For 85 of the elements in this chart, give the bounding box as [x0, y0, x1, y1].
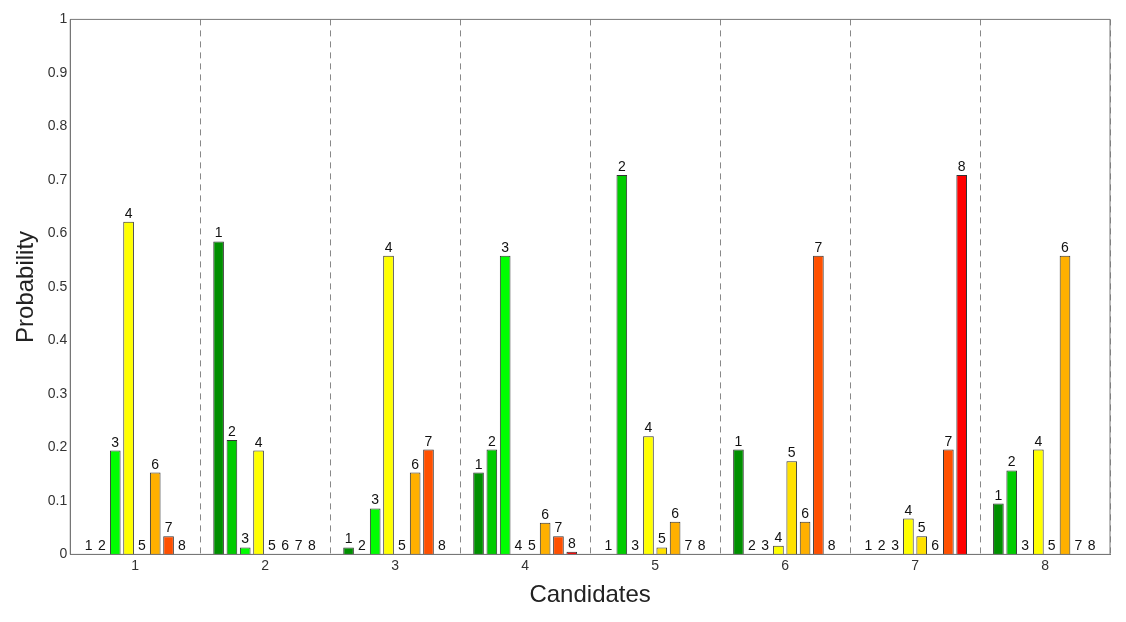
category-label: 7 — [294, 537, 303, 554]
series-label: 3 — [111, 433, 120, 450]
category-label: 7 — [424, 432, 433, 449]
y-tick-label: 0.3 — [47, 384, 68, 401]
category-label: 3 — [371, 491, 380, 508]
series-label: 5 — [657, 530, 666, 547]
category-label: 5 — [917, 519, 926, 536]
x-tick-label: 2 — [261, 556, 270, 573]
text: 5 — [138, 537, 146, 554]
y-tick-label: 0.7 — [47, 170, 68, 187]
series-label: 7 — [164, 519, 173, 536]
category-label: 6 — [541, 505, 550, 522]
y-tick-label: 0.2 — [47, 438, 68, 455]
category-label: 4 — [254, 433, 263, 450]
x-axis-title: Candidates — [529, 580, 651, 608]
x-tick-label: 5 — [651, 556, 660, 573]
category-label: 5 — [397, 537, 406, 554]
x-tick-label: 3 — [391, 556, 400, 573]
category-label: 2 — [1007, 453, 1016, 470]
category-label: 4 — [904, 501, 913, 518]
x-tick-label: 6 — [781, 556, 790, 573]
category-label: 1 — [864, 537, 873, 554]
category-label: 3 — [501, 238, 510, 255]
category-label: 6 — [931, 537, 939, 554]
y-axis-title: Probability — [11, 230, 39, 343]
category-label: 1 — [84, 537, 93, 554]
category-label: 8 — [697, 537, 706, 554]
category-label: 4 — [384, 238, 393, 255]
y-tick-label: 0.1 — [47, 491, 68, 508]
text: 2 — [98, 537, 106, 554]
y-tick-label: 0.4 — [47, 331, 68, 348]
category-label: 6 — [411, 455, 420, 472]
category-label: 4 — [644, 419, 653, 436]
category-label: 3 — [1021, 537, 1029, 554]
category-label: 5 — [527, 537, 536, 554]
category-label: 2 — [487, 432, 496, 449]
category-label: 2 — [747, 537, 756, 554]
category-label: 5 — [267, 537, 276, 554]
category-label: 8 — [567, 534, 576, 551]
x-tick-label: 1 — [131, 556, 140, 573]
category-label: 3 — [761, 537, 769, 554]
series-label: 2 — [228, 422, 237, 439]
category-label: 8 — [437, 537, 446, 554]
x-tick-label: 8 — [1041, 556, 1050, 573]
text: 8 — [177, 537, 186, 554]
category-label: 4 — [1034, 432, 1043, 449]
category-label: 6 — [281, 537, 290, 554]
y-tick-label: 0.5 — [47, 277, 68, 294]
category-label: 2 — [357, 537, 366, 554]
category-label: 1 — [474, 455, 483, 472]
category-label: 8 — [1087, 537, 1096, 554]
category-label: 8 — [307, 537, 316, 554]
x-tick-label: 4 — [521, 556, 530, 573]
category-label: 1 — [344, 530, 353, 547]
category-label: 3 — [241, 530, 250, 547]
category-label: 5 — [787, 444, 796, 461]
category-label: 8 — [827, 537, 836, 554]
category-label: 7 — [554, 519, 563, 536]
y-tick-label: 0.9 — [47, 63, 68, 80]
y-tick-label: 0 — [59, 545, 68, 562]
category-label: 3 — [891, 537, 899, 554]
category-label: 2 — [617, 158, 626, 175]
series-label: 6 — [151, 455, 160, 472]
category-label: 5 — [1047, 537, 1056, 554]
category-label: 1 — [604, 537, 613, 554]
series-label: 4 — [124, 204, 133, 221]
category-label: 7 — [944, 432, 953, 449]
category-label: 7 — [684, 537, 693, 554]
category-label: 4 — [514, 537, 523, 554]
category-label: 1 — [734, 432, 743, 449]
category-label: 7 — [1074, 537, 1083, 554]
y-tick-label: 0.6 — [47, 224, 68, 241]
x-tick-label: 7 — [911, 556, 920, 573]
y-tick-label: 0.8 — [47, 117, 68, 134]
category-label: 3 — [631, 537, 640, 554]
category-label: 6 — [801, 504, 809, 521]
category-label: 4 — [774, 528, 783, 545]
category-label: 6 — [671, 504, 679, 521]
y-tick-label: 1 — [59, 10, 68, 27]
category-label: 7 — [814, 238, 823, 255]
series-label: 8 — [957, 158, 966, 175]
series-label: 1 — [214, 224, 223, 241]
category-label: 2 — [877, 537, 886, 554]
category-label: 1 — [994, 486, 1003, 503]
category-label: 6 — [1061, 238, 1069, 255]
